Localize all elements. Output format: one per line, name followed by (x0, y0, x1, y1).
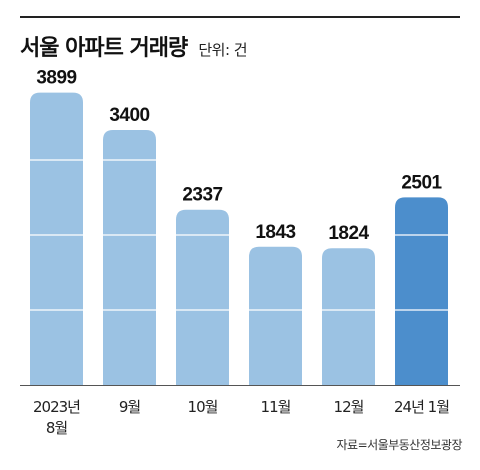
category-labels-group: 2023년 8월 9월 10월 11월 12월 24년 1월 (33, 398, 450, 437)
bar-0 (30, 92, 83, 385)
source-note: 자료=서울부동산정보광장 (336, 438, 463, 452)
value-label-4: 1824 (328, 223, 369, 244)
category-label-4: 12월 (334, 398, 364, 416)
chart-header: 서울 아파트 거래량 단위: 건 (20, 30, 248, 62)
value-label-2: 2337 (182, 185, 222, 206)
category-label-5: 24년 1월 (394, 398, 449, 416)
bar-3 (249, 246, 302, 385)
value-label-3: 1843 (255, 222, 295, 243)
gridlines-group (26, 159, 452, 311)
category-label-0-line-1: 8월 (46, 419, 68, 437)
unit-label: 단위: 건 (198, 41, 248, 59)
value-label-0: 3899 (36, 68, 76, 89)
chart-title: 서울 아파트 거래량 (20, 36, 188, 61)
bar-4 (322, 248, 375, 385)
category-label-1: 9월 (119, 398, 141, 416)
category-label-3: 11월 (261, 398, 291, 416)
top-rule (20, 16, 460, 18)
value-labels-group: 3899 3400 2337 1843 1824 2501 (36, 68, 443, 245)
bar-1 (103, 130, 156, 385)
bar-5 (395, 197, 448, 385)
bar-2 (176, 209, 229, 385)
category-label-2: 10월 (188, 398, 218, 416)
category-label-0-line-0: 2023년 (33, 398, 80, 416)
value-label-5: 2501 (401, 172, 442, 193)
value-label-1: 3400 (109, 105, 149, 126)
bars-group (30, 92, 448, 385)
